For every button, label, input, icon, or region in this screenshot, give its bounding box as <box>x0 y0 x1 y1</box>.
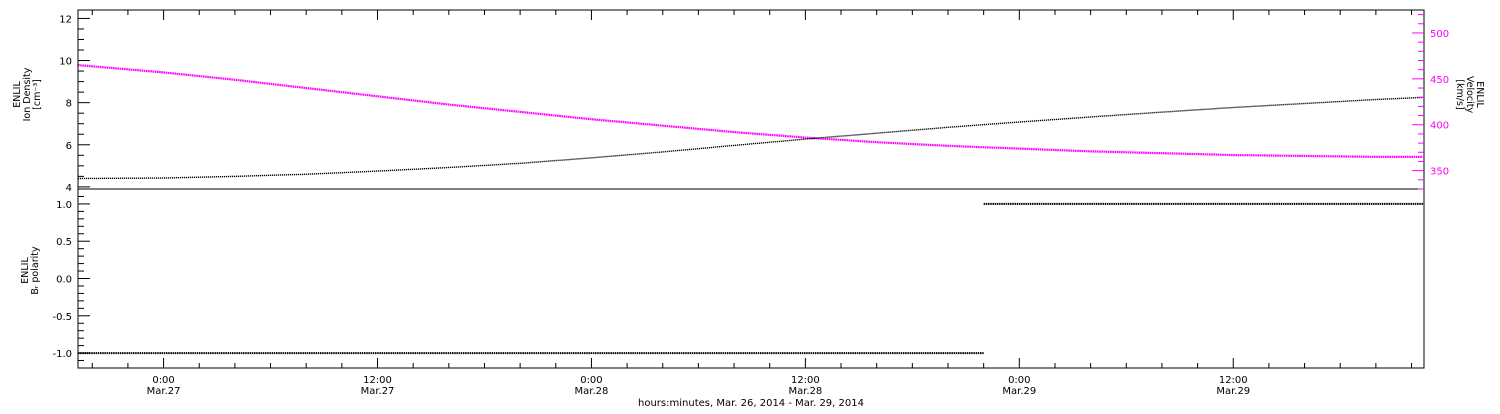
density-axis-title: [cm⁻³] <box>32 79 43 110</box>
density-tick-label: 4 <box>66 183 72 194</box>
polarity-tick-label: -0.5 <box>52 312 72 323</box>
x-tick-date: Mar.28 <box>788 386 822 397</box>
x-tick-date: Mar.29 <box>1216 386 1250 397</box>
velocity-tick-label: 350 <box>1430 167 1449 178</box>
velocity-axis-title: ENLIL <box>1474 81 1485 108</box>
velocity-tick-label: 400 <box>1430 121 1449 132</box>
x-tick-time: 0:00 <box>152 375 174 386</box>
velocity-series-line <box>77 64 1423 158</box>
x-tick-date: Mar.29 <box>1002 386 1036 397</box>
x-tick-time: 0:00 <box>1008 375 1030 386</box>
x-tick-time: 12:00 <box>363 375 392 386</box>
bottom-panel-frame <box>77 188 1425 369</box>
density-axis-title-group: ENLIL Ion Density [cm⁻³] <box>12 67 43 121</box>
density-axis-title: Ion Density <box>22 67 33 121</box>
x-tick-date: Mar.27 <box>147 386 181 397</box>
polarity-tick-label: 1.0 <box>56 200 72 211</box>
x-tick-time: 12:00 <box>791 375 820 386</box>
density-tick-label: 12 <box>59 14 72 25</box>
polarity-tick-label: 0.5 <box>56 237 72 248</box>
density-series-line <box>78 96 1423 180</box>
density-axis-title: ENLIL <box>12 81 23 108</box>
x-tick-date: Mar.27 <box>361 386 395 397</box>
x-axis-title: hours:minutes, Mar. 26, 2014 - Mar. 29, … <box>638 398 864 409</box>
x-tick-time: 0:00 <box>580 375 602 386</box>
density-tick-label: 10 <box>59 57 72 68</box>
density-tick-label: 6 <box>66 141 72 152</box>
polarity-axis-title: ENLIL <box>20 257 31 284</box>
polarity-tick-label: 0.0 <box>56 275 72 286</box>
velocity-tick-label: 500 <box>1430 29 1449 40</box>
polarity-axis-title: Bᵣ polarity <box>30 246 41 295</box>
polarity-tick-label: -1.0 <box>52 349 72 360</box>
density-tick-label: 8 <box>66 99 72 110</box>
top-panel-frame <box>77 9 1425 190</box>
x-tick-time: 12:00 <box>1219 375 1248 386</box>
velocity-tick-label: 450 <box>1430 75 1449 86</box>
velocity-axis-title: Velocity <box>1464 76 1475 114</box>
velocity-axis-title: [km/s] <box>1454 79 1465 109</box>
x-tick-date: Mar.28 <box>575 386 609 397</box>
polarity-axis-title-group: ENLIL Bᵣ polarity <box>20 246 41 295</box>
